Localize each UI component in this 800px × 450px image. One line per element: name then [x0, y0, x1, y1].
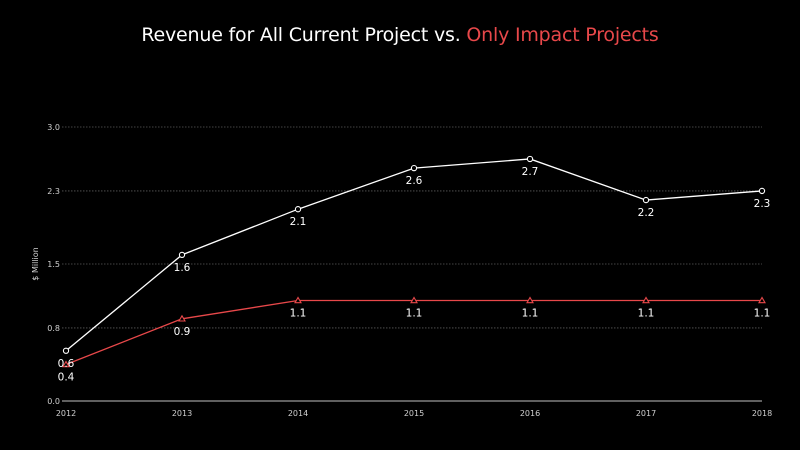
data-point-marker — [294, 296, 302, 304]
x-tick-label: 2017 — [636, 409, 656, 418]
data-point-marker — [642, 196, 650, 204]
series-all-current-projects — [62, 155, 766, 354]
x-tick-label: 2014 — [288, 409, 308, 418]
data-label: 2.6 — [406, 175, 423, 187]
y-tick-label: 3.0 — [47, 123, 60, 132]
data-point-marker — [642, 296, 650, 304]
data-label: 2.2 — [638, 207, 655, 219]
data-point-marker — [62, 360, 70, 368]
data-point-marker — [526, 155, 534, 163]
gridlines — [62, 126, 762, 402]
data-point-marker — [758, 296, 766, 304]
data-point-marker — [178, 251, 186, 259]
x-tick-label: 2018 — [752, 409, 772, 418]
x-tick-label: 2012 — [56, 409, 76, 418]
x-tick-label: 2016 — [520, 409, 540, 418]
data-label: 0.9 — [174, 326, 191, 338]
series-group — [62, 155, 766, 368]
y-tick-label: 2.3 — [47, 187, 60, 196]
data-label: 0.6 — [58, 358, 75, 370]
x-tick-label: 2015 — [404, 409, 424, 418]
data-label: 1.1 — [406, 308, 423, 320]
data-label: 2.1 — [290, 216, 307, 228]
data-label: 1.6 — [174, 262, 191, 274]
chart-title: Revenue for All Current Project vs. Only… — [0, 24, 800, 46]
data-point-marker — [62, 347, 70, 354]
data-label: 0.4 — [58, 371, 75, 383]
x-tick-label: 2013 — [172, 409, 192, 418]
data-point-marker — [178, 314, 186, 322]
data-label: 1.1 — [754, 308, 771, 320]
data-point-marker — [410, 296, 418, 304]
data-labels: 0.4 0.9 1.1 1.1 1.1 1.1 1.1 0.6 1.6 2.1 2.6 2.7 2.2 2… — [58, 166, 771, 384]
data-point-marker — [410, 164, 418, 172]
data-point-marker — [758, 187, 766, 195]
data-point-marker — [526, 296, 534, 304]
y-tick-label: 0.8 — [47, 324, 60, 333]
data-label: 2.7 — [522, 166, 539, 178]
title-main: Revenue for All Current Project vs. — [141, 24, 467, 46]
y-axis: 0.0 0.8 1.5 2.3 3.0 — [47, 123, 60, 406]
data-point-marker — [294, 206, 302, 213]
y-tick-label: 0.0 — [47, 397, 60, 406]
data-label: 1.1 — [638, 308, 655, 320]
data-label: 2.3 — [754, 198, 771, 210]
y-tick-label: 1.5 — [47, 260, 60, 269]
data-label: 1.1 — [290, 308, 307, 320]
series-only-impact-projects — [62, 296, 766, 368]
title-highlight: Only Impact Projects — [466, 24, 659, 46]
data-label: 1.1 — [522, 308, 539, 320]
x-axis: 2012 2013 2014 2015 2016 2017 2018 — [56, 409, 772, 418]
series-line — [65, 158, 763, 352]
y-axis-label: $ Million — [31, 247, 40, 280]
